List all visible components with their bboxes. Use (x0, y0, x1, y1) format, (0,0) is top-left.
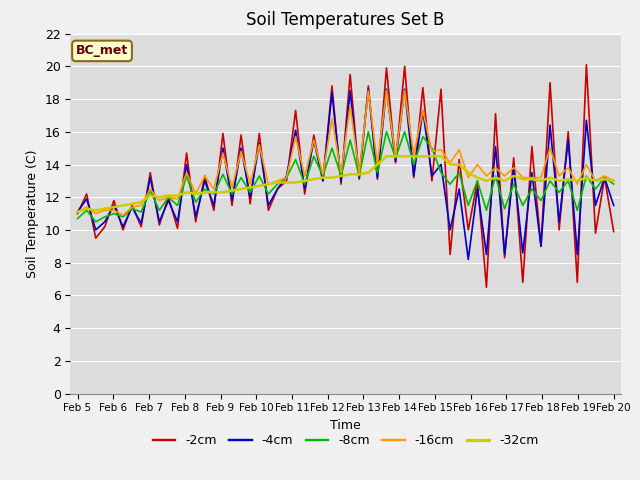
X-axis label: Time: Time (330, 419, 361, 432)
Text: BC_met: BC_met (76, 44, 128, 58)
Y-axis label: Soil Temperature (C): Soil Temperature (C) (26, 149, 39, 278)
Legend: -2cm, -4cm, -8cm, -16cm, -32cm: -2cm, -4cm, -8cm, -16cm, -32cm (148, 429, 543, 452)
Title: Soil Temperatures Set B: Soil Temperatures Set B (246, 11, 445, 29)
